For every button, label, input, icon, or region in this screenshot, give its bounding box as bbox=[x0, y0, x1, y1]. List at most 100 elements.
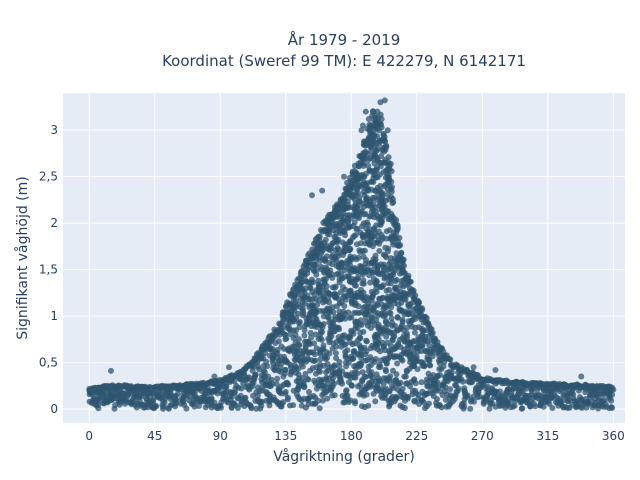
data-point bbox=[383, 142, 390, 149]
x-tick-label: 135 bbox=[274, 429, 297, 443]
data-point bbox=[335, 246, 342, 253]
data-point bbox=[396, 234, 403, 241]
data-point bbox=[471, 398, 477, 405]
data-point bbox=[351, 219, 358, 226]
x-tick-labels: 0 45 90 135 180 225 270 315 360 bbox=[85, 429, 624, 443]
data-point bbox=[394, 360, 401, 367]
data-point bbox=[175, 390, 181, 397]
y-axis-title: Signifikant våghöjd (m) bbox=[14, 176, 31, 339]
data-point bbox=[342, 315, 349, 322]
data-point bbox=[397, 379, 404, 386]
data-point bbox=[356, 334, 363, 341]
data-point bbox=[335, 236, 342, 243]
data-point bbox=[323, 283, 330, 290]
data-point bbox=[251, 376, 258, 383]
x-axis-title: Vågriktning (grader) bbox=[273, 448, 415, 465]
data-point bbox=[365, 221, 371, 228]
x-grid bbox=[88, 93, 614, 423]
data-point bbox=[316, 405, 323, 412]
data-point bbox=[530, 400, 537, 407]
data-point bbox=[341, 303, 348, 309]
data-point bbox=[363, 338, 370, 345]
data-point bbox=[348, 314, 355, 321]
y-tick-labels: 0 0,5 1 1,5 2 2,5 3 bbox=[39, 123, 58, 416]
data-point bbox=[394, 224, 401, 231]
data-point bbox=[348, 382, 355, 389]
data-point bbox=[108, 367, 114, 374]
data-point bbox=[378, 219, 385, 226]
data-point bbox=[418, 379, 425, 386]
data-point bbox=[374, 108, 381, 115]
x-tick-label: 270 bbox=[471, 429, 494, 443]
data-point bbox=[419, 342, 426, 349]
data-point bbox=[311, 351, 318, 358]
title-line-1: År 1979 - 2019 bbox=[288, 30, 401, 49]
data-point bbox=[388, 188, 395, 195]
data-point bbox=[394, 314, 401, 320]
data-point bbox=[336, 265, 343, 272]
data-point bbox=[388, 315, 395, 322]
data-point bbox=[359, 122, 366, 129]
data-point bbox=[470, 364, 477, 371]
data-point bbox=[393, 276, 400, 283]
data-point bbox=[350, 330, 357, 337]
data-point bbox=[374, 382, 381, 389]
data-point bbox=[288, 312, 295, 319]
data-point bbox=[324, 355, 330, 361]
data-point bbox=[609, 384, 616, 391]
data-point bbox=[397, 242, 404, 249]
data-point bbox=[402, 373, 409, 380]
data-point bbox=[378, 116, 385, 123]
y-tick-label: 1 bbox=[50, 309, 58, 323]
data-point bbox=[423, 315, 430, 322]
data-point bbox=[116, 401, 123, 408]
data-point bbox=[308, 276, 315, 283]
data-point bbox=[468, 379, 475, 386]
data-point bbox=[447, 356, 454, 363]
data-point bbox=[419, 306, 426, 313]
data-point bbox=[282, 388, 289, 395]
data-point bbox=[511, 402, 518, 409]
data-point bbox=[389, 184, 395, 191]
data-point bbox=[369, 269, 376, 276]
data-point bbox=[306, 389, 312, 395]
data-point bbox=[339, 368, 346, 375]
data-point bbox=[330, 375, 336, 382]
data-point bbox=[358, 127, 365, 134]
data-point bbox=[355, 254, 362, 261]
data-point bbox=[300, 379, 307, 386]
data-point bbox=[172, 400, 179, 407]
data-point bbox=[336, 359, 343, 365]
data-point bbox=[401, 405, 408, 411]
y-tick-label: 0,5 bbox=[39, 356, 58, 370]
data-point bbox=[352, 232, 359, 238]
data-point bbox=[370, 179, 377, 185]
data-point bbox=[242, 394, 249, 401]
data-point bbox=[393, 371, 400, 378]
data-point bbox=[285, 394, 291, 401]
data-point bbox=[312, 261, 319, 268]
data-point bbox=[365, 402, 372, 409]
data-point bbox=[372, 398, 379, 405]
data-point bbox=[360, 160, 367, 167]
data-point bbox=[384, 127, 391, 134]
data-point bbox=[328, 333, 335, 340]
data-point bbox=[390, 199, 397, 206]
data-point bbox=[341, 173, 347, 180]
data-point bbox=[160, 405, 166, 412]
data-point bbox=[319, 324, 326, 331]
y-tick-label: 2 bbox=[50, 216, 58, 230]
data-point bbox=[412, 380, 419, 387]
data-point bbox=[313, 271, 320, 278]
data-point bbox=[273, 363, 280, 370]
title-line-2: Koordinat (Sweref 99 TM): E 422279, N 61… bbox=[162, 52, 526, 70]
data-point bbox=[373, 278, 380, 285]
data-point bbox=[399, 385, 406, 392]
data-point bbox=[158, 391, 165, 398]
data-point bbox=[295, 290, 301, 297]
data-point bbox=[330, 308, 337, 315]
data-point bbox=[226, 364, 232, 371]
data-point bbox=[363, 391, 370, 398]
data-point bbox=[331, 380, 337, 387]
data-point bbox=[296, 319, 303, 325]
